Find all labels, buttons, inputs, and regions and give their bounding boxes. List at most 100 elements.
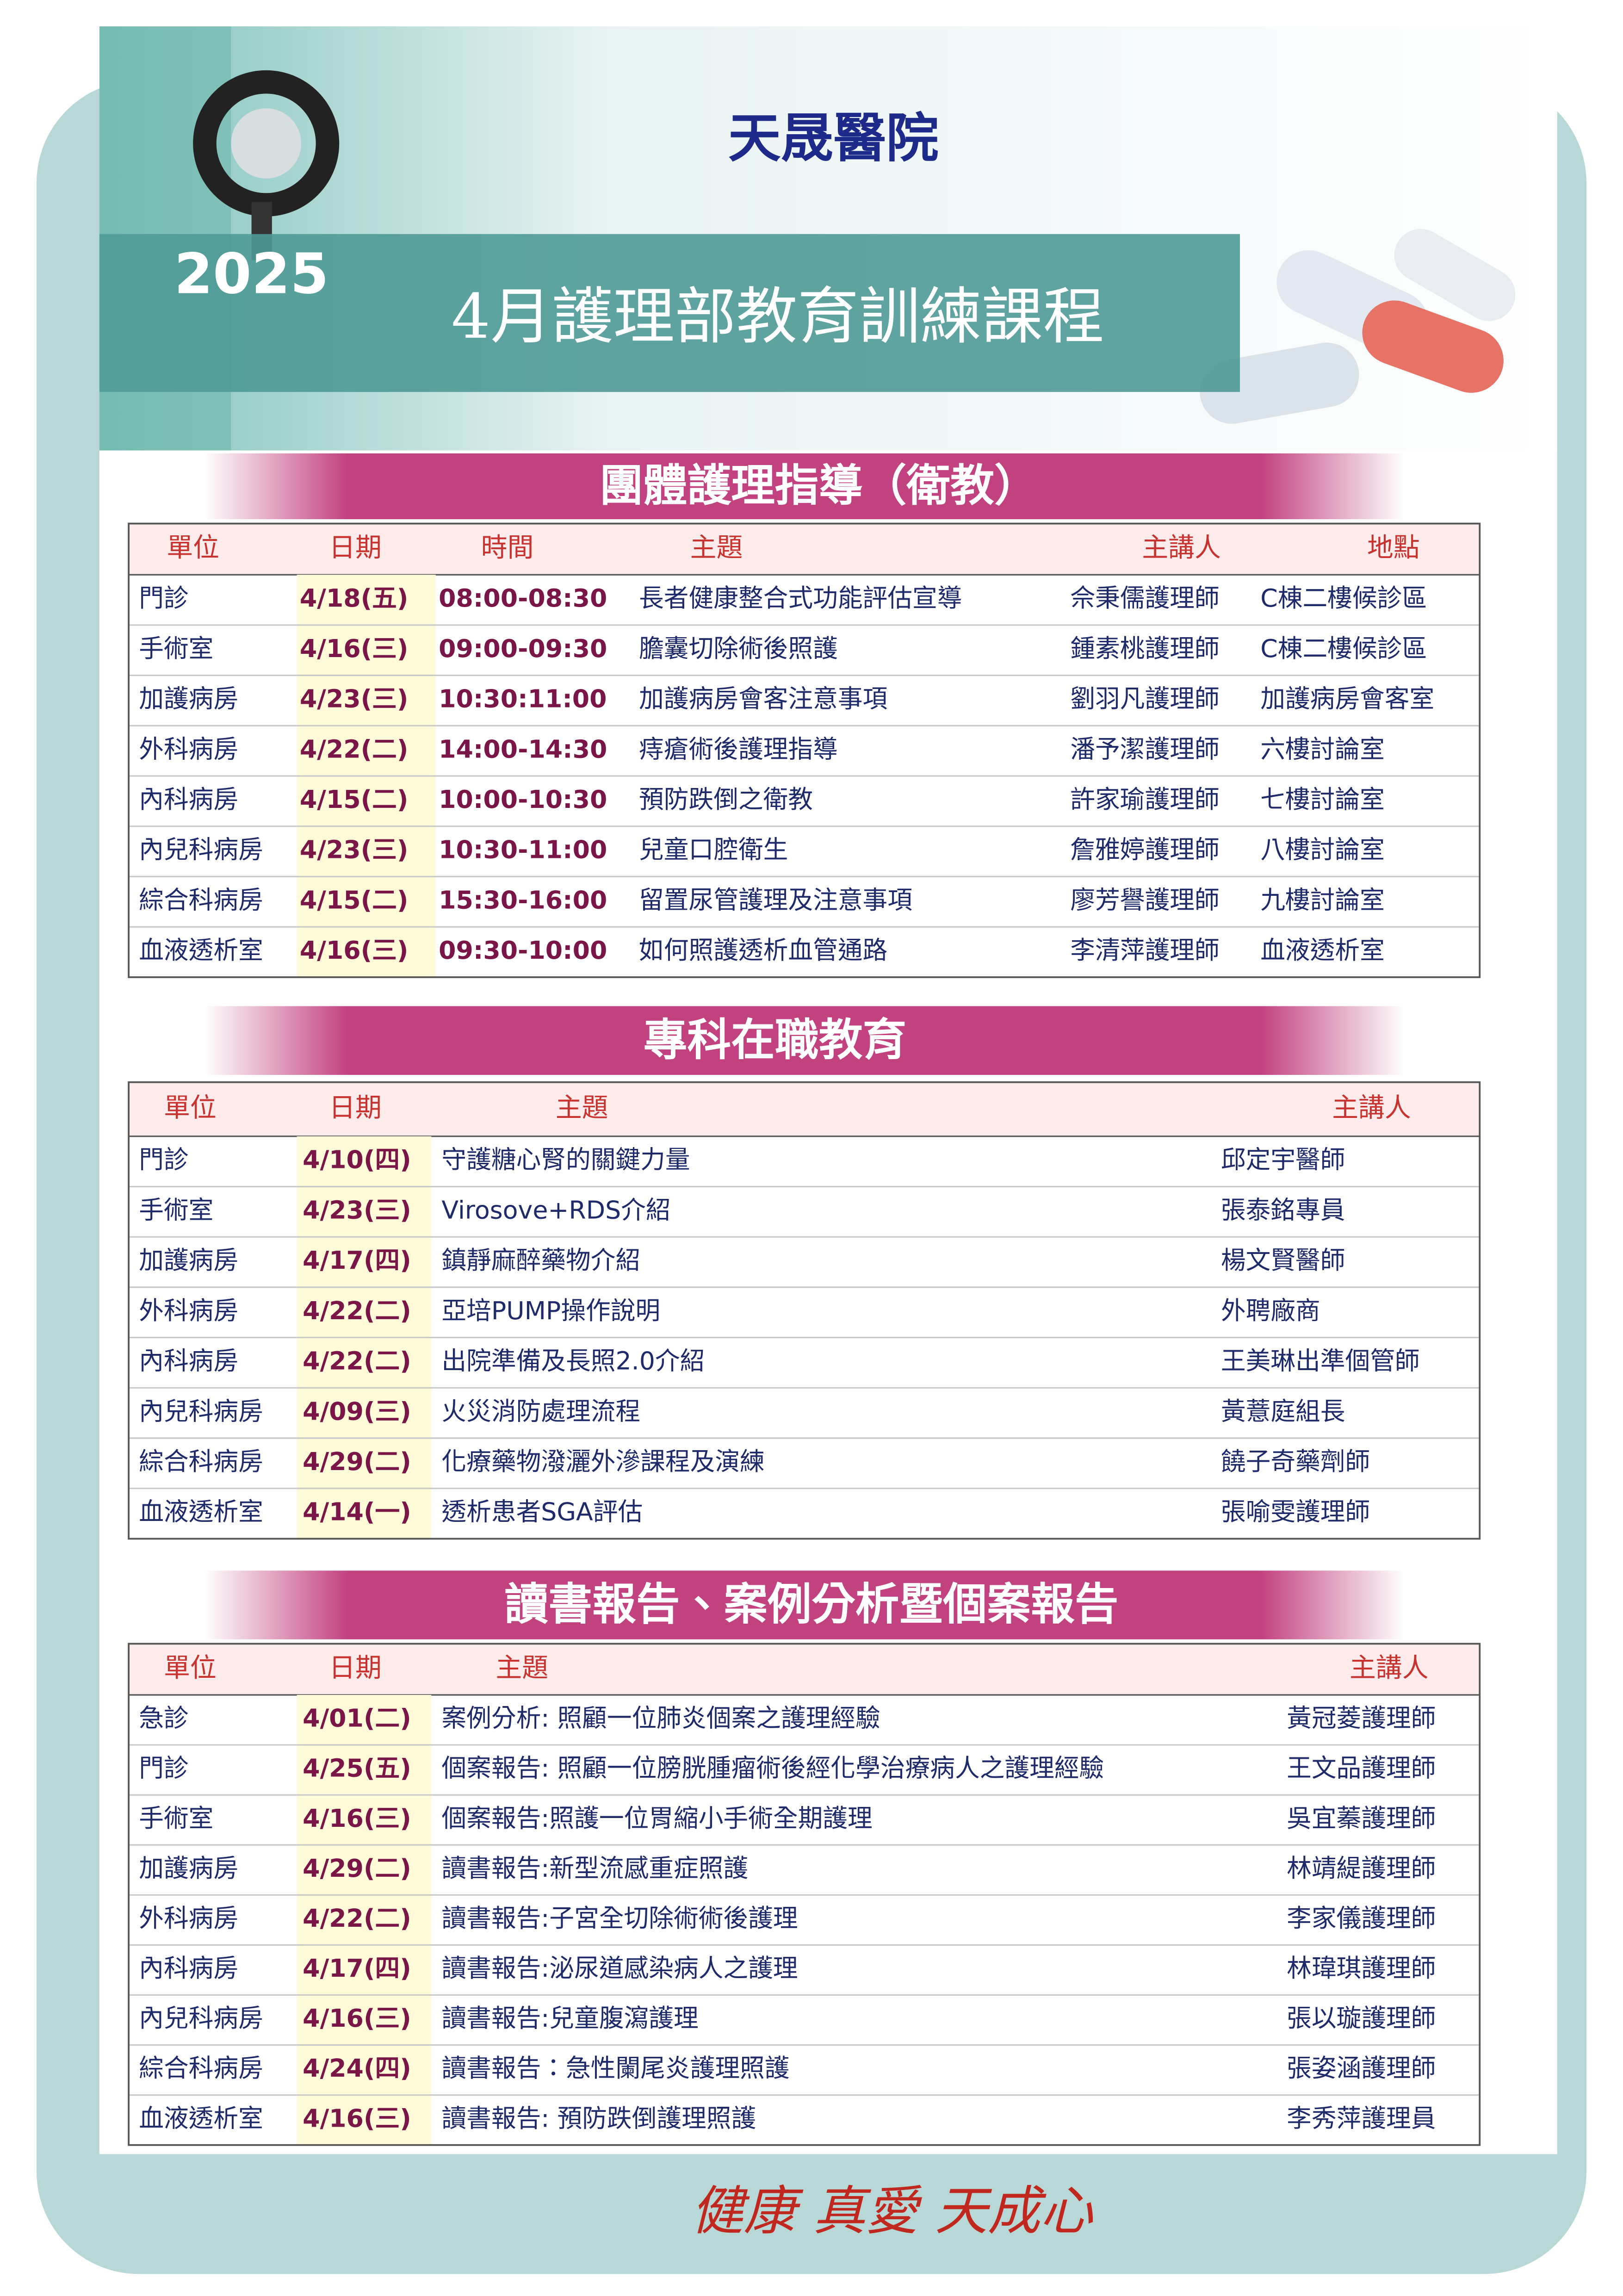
cell: 讀書報告: 預防跌倒護理照護 [441, 2104, 756, 2133]
cell: 張姿涵護理師 [1287, 2054, 1436, 2083]
column-header: 日期 [329, 1652, 382, 1683]
cell: 黃冠菱護理師 [1287, 1704, 1436, 1733]
table-border [128, 1643, 1481, 2146]
cell: 六樓討論室 [1260, 734, 1385, 763]
cell: 黃薏庭組長 [1221, 1396, 1345, 1426]
cell: 內兒科病房 [139, 1396, 263, 1426]
cell: 血液透析室 [139, 2104, 263, 2133]
column-header: 單位 [167, 532, 219, 563]
cell: 潘予潔護理師 [1070, 734, 1219, 763]
section-title: 專科在職教育 [644, 1014, 907, 1066]
column-header: 主講人 [1142, 532, 1221, 563]
cell: 出院準備及長照2.0介紹 [441, 1347, 705, 1376]
cell: 4/16(三) [300, 634, 409, 663]
cell: 血液透析室 [1260, 936, 1385, 965]
date-column [297, 1694, 432, 2145]
section-title: 讀書報告、案例分析暨個案報告 [504, 1579, 1118, 1630]
cell: Virosove+RDS介紹 [441, 1195, 670, 1224]
cell: 手術室 [139, 1195, 213, 1224]
cell: 內科病房 [139, 1347, 238, 1376]
cell: 王美琳出準個管師 [1221, 1347, 1420, 1376]
cell: 讀書報告:兒童腹瀉護理 [441, 2004, 698, 2033]
cell: 4/14(一) [303, 1497, 411, 1527]
cell: 內科病房 [139, 1954, 238, 1983]
cell: 八樓討論室 [1260, 835, 1385, 864]
cell: 如何照護透析血管通路 [639, 936, 887, 965]
table-border [128, 522, 1481, 978]
cell: 血液透析室 [139, 936, 263, 965]
cell: 4/16(三) [303, 2004, 411, 2033]
cell: 七樓討論室 [1260, 785, 1385, 814]
cell: 外科病房 [139, 1296, 238, 1325]
cell: 4/29(二) [303, 1447, 411, 1476]
cell: 火災消防處理流程 [441, 1396, 640, 1426]
cell: 廖芳譽護理師 [1070, 885, 1219, 914]
cell: 膽囊切除術後照護 [639, 634, 838, 663]
hospital-name: 天晟醫院 [728, 107, 939, 169]
main-title: 4月護理部教育訓練課程 [451, 281, 1104, 353]
cell: 佘秉儒護理師 [1070, 583, 1219, 613]
cell: 守護糖心腎的關鍵力量 [441, 1145, 690, 1174]
cell: 李家儀護理師 [1287, 1904, 1436, 1933]
cell: 鍾素桃護理師 [1070, 634, 1219, 663]
column-header: 單位 [164, 1092, 217, 1123]
cell: 手術室 [139, 634, 213, 663]
column-header: 主題 [690, 532, 743, 563]
cell: 李秀萍護理員 [1287, 2104, 1436, 2133]
cell: 案例分析: 照顧一位肺炎個案之護理經驗 [441, 1704, 880, 1733]
cell: 4/16(三) [303, 2104, 411, 2133]
cell: 10:00-10:30 [439, 785, 607, 814]
cell: 4/23(三) [300, 684, 409, 714]
cell: 內兒科病房 [139, 2004, 263, 2033]
table-border [128, 1081, 1481, 1540]
cell: 4/22(二) [303, 1296, 411, 1325]
cell: 10:30-11:00 [439, 835, 607, 864]
cell: C棟二樓候診區 [1260, 634, 1427, 663]
cell: 手術室 [139, 1804, 213, 1833]
cell: 加護病房 [139, 1246, 238, 1275]
cell: 4/17(四) [303, 1246, 411, 1275]
cell: 外聘廠商 [1221, 1296, 1320, 1325]
cell: 饒子奇藥劑師 [1221, 1447, 1370, 1476]
section-banner [204, 453, 1404, 520]
section-title: 團體護理指導（衛教） [600, 460, 1038, 511]
cell: 楊文賢醫師 [1221, 1246, 1345, 1275]
cell: 讀書報告:新型流感重症照護 [441, 1854, 748, 1883]
cell: 4/29(二) [303, 1854, 411, 1883]
cell: 內兒科病房 [139, 835, 263, 864]
cell: 吳宜蓁護理師 [1287, 1804, 1436, 1833]
cell: 綜合科病房 [139, 1447, 263, 1476]
cell: 鎮靜麻醉藥物介紹 [441, 1246, 640, 1275]
cell: 10:30:11:00 [439, 684, 607, 714]
year: 2025 [174, 242, 328, 306]
cell: 4/15(二) [300, 785, 409, 814]
cell: 張泰銘專員 [1221, 1195, 1345, 1224]
column-header: 地點 [1367, 532, 1420, 563]
cell: 4/23(三) [303, 1195, 411, 1224]
cell: 4/17(四) [303, 1954, 411, 1983]
column-header: 主講人 [1332, 1092, 1411, 1123]
cell: 08:00-08:30 [439, 583, 607, 613]
cell: 4/01(二) [303, 1704, 411, 1733]
cell: 痔瘡術後護理指導 [639, 734, 838, 763]
cell: 血液透析室 [139, 1497, 263, 1527]
cell: 讀書報告:子宮全切除術術後護理 [441, 1904, 798, 1933]
cell: 4/22(二) [303, 1904, 411, 1933]
cell: 化療藥物潑灑外滲課程及演練 [441, 1447, 764, 1476]
cell: 李清萍護理師 [1070, 936, 1219, 965]
cell: 加護病房 [139, 684, 238, 714]
cell: 加護病房會客注意事項 [639, 684, 887, 714]
column-header: 單位 [164, 1652, 217, 1683]
cell: 預防跌倒之衛教 [639, 785, 813, 814]
column-header: 主題 [556, 1092, 608, 1123]
cell: 門診 [139, 1754, 188, 1783]
cell: 4/22(二) [303, 1347, 411, 1376]
cell: 透析患者SGA評估 [441, 1497, 643, 1527]
cell: 4/15(二) [300, 885, 409, 914]
column-header: 主講人 [1350, 1652, 1429, 1683]
cell: 15:30-16:00 [439, 885, 607, 914]
cell: 綜合科病房 [139, 2054, 263, 2083]
cell: 林瑋琪護理師 [1287, 1954, 1436, 1983]
cell: 4/25(五) [303, 1754, 411, 1783]
